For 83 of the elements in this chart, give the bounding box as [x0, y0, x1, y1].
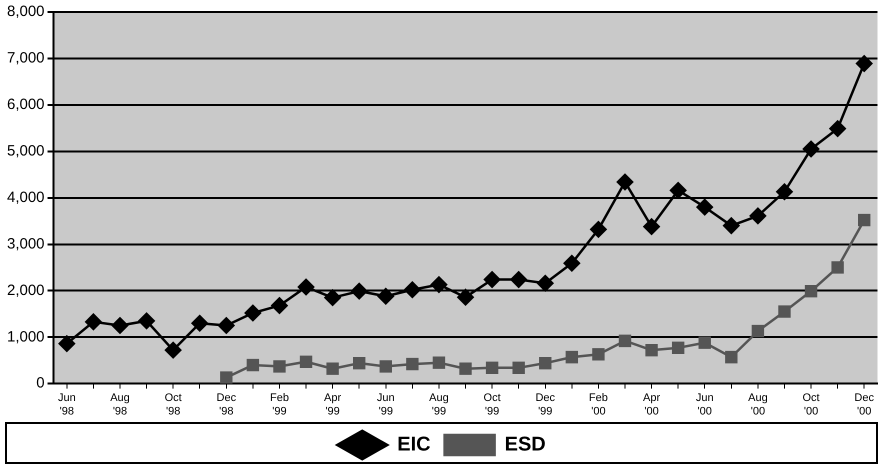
x-tick-label: Feb '99	[270, 392, 289, 418]
point	[802, 140, 820, 158]
point	[643, 218, 660, 235]
point	[672, 342, 684, 354]
point	[778, 305, 791, 318]
point	[246, 358, 260, 372]
legend-label: ESD	[504, 434, 546, 456]
y-tick-label: 2,000	[6, 282, 45, 299]
point	[537, 275, 554, 292]
y-tick-label: 6,000	[6, 96, 45, 114]
point	[858, 214, 870, 226]
y-tick-label: 8,000	[6, 3, 45, 20]
y-tick-label: 1,000	[6, 328, 45, 346]
point	[406, 358, 419, 370]
point	[218, 317, 235, 334]
point	[484, 271, 500, 288]
x-tick-label: Feb '00	[588, 392, 608, 418]
point	[112, 317, 128, 334]
x-tick-label: Apr '99	[324, 392, 342, 418]
legend-label: EIC	[397, 434, 431, 456]
point	[566, 350, 578, 364]
point	[618, 334, 632, 348]
x-tick-label: Apr '00	[643, 392, 660, 418]
point	[459, 362, 472, 375]
point	[271, 297, 288, 314]
point	[430, 276, 448, 293]
point	[512, 362, 525, 374]
point	[776, 184, 793, 200]
point	[723, 217, 740, 234]
point	[831, 261, 844, 274]
x-tick-label: Oct '98	[164, 392, 182, 418]
point	[164, 342, 182, 358]
point	[856, 55, 872, 72]
point	[324, 289, 341, 306]
point	[85, 314, 102, 330]
point	[829, 120, 846, 137]
point	[590, 221, 607, 238]
point	[326, 362, 339, 375]
point	[58, 335, 76, 352]
point	[350, 282, 368, 300]
x-tick-label: Oct '99	[484, 392, 501, 418]
point	[404, 282, 421, 298]
point	[752, 324, 764, 338]
x-tick-label: Aug '99	[429, 392, 449, 418]
point	[616, 174, 634, 190]
y-tick-label: 0	[36, 374, 45, 392]
point	[220, 371, 233, 384]
y-tick-label: 5,000	[6, 142, 45, 160]
x-tick-label: Aug '98	[110, 392, 130, 418]
point	[486, 362, 498, 374]
x-tick-label: Dec '99	[535, 392, 556, 418]
point	[804, 284, 818, 298]
point	[510, 271, 527, 288]
point	[670, 182, 686, 199]
x-tick-label: Oct '00	[802, 392, 820, 418]
point	[300, 356, 312, 368]
point	[432, 356, 446, 369]
point	[191, 314, 208, 332]
y-tick-label: 7,000	[6, 50, 45, 67]
point	[273, 360, 286, 373]
x-tick-label: Aug '00	[748, 392, 768, 418]
point	[244, 304, 262, 322]
point	[457, 288, 474, 306]
point	[353, 356, 366, 370]
point	[378, 288, 394, 305]
x-tick-label: Jun '98	[58, 392, 76, 418]
point	[539, 356, 552, 370]
point	[645, 344, 658, 356]
y-tick-label: 3,000	[6, 235, 45, 252]
y-tick-label: 4,000	[6, 188, 45, 206]
x-tick-label: Dec '98	[216, 392, 237, 418]
point	[298, 278, 314, 296]
x-tick-label: Jun '99	[376, 392, 395, 418]
point	[564, 255, 580, 272]
x-tick-label: Dec '00	[854, 392, 874, 418]
point	[592, 348, 605, 361]
point	[696, 198, 713, 216]
point	[750, 208, 766, 224]
point	[380, 360, 392, 373]
point	[138, 312, 155, 330]
point	[725, 350, 738, 364]
x-tick-label: Jun '00	[696, 392, 714, 418]
point	[698, 336, 711, 349]
